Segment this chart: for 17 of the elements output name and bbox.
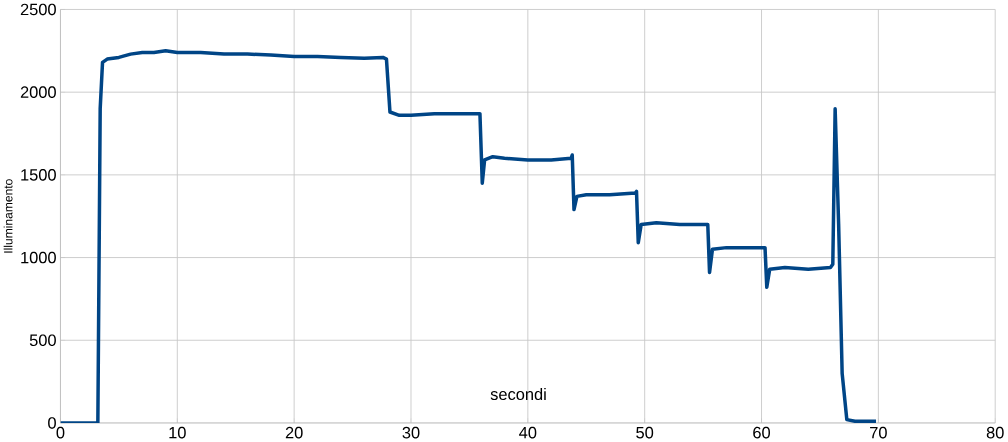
y-tick-label: 2000 <box>20 86 56 98</box>
x-tick-label: 30 <box>402 426 420 439</box>
x-tick-label: 0 <box>56 426 65 439</box>
x-tick-label: 10 <box>169 426 186 439</box>
y-tick-label: 2500 <box>20 3 56 16</box>
y-tick-label: 0 <box>48 417 56 429</box>
y-tick-label: 500 <box>29 334 56 347</box>
x-tick-label: 80 <box>986 426 1004 439</box>
y-axis-title: Illuminamento <box>3 179 13 253</box>
x-axis-title: secondi <box>490 387 546 400</box>
x-tick-label: 20 <box>285 426 303 439</box>
y-tick-label: 1500 <box>21 168 56 181</box>
y-tick-label: 1000 <box>21 251 56 264</box>
x-tick-label: 70 <box>870 426 887 439</box>
x-tick-label: 50 <box>636 426 654 439</box>
x-tick-label: 60 <box>753 426 771 439</box>
x-tick-label: 40 <box>519 426 537 439</box>
